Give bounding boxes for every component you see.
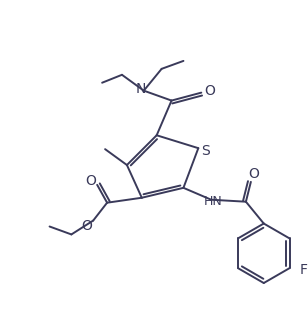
Text: O: O bbox=[85, 174, 96, 188]
Text: S: S bbox=[201, 144, 210, 158]
Text: N: N bbox=[136, 82, 146, 96]
Text: F: F bbox=[299, 263, 307, 277]
Text: O: O bbox=[249, 167, 259, 181]
Text: O: O bbox=[204, 84, 215, 98]
Text: O: O bbox=[81, 218, 92, 233]
Text: HN: HN bbox=[204, 195, 223, 208]
